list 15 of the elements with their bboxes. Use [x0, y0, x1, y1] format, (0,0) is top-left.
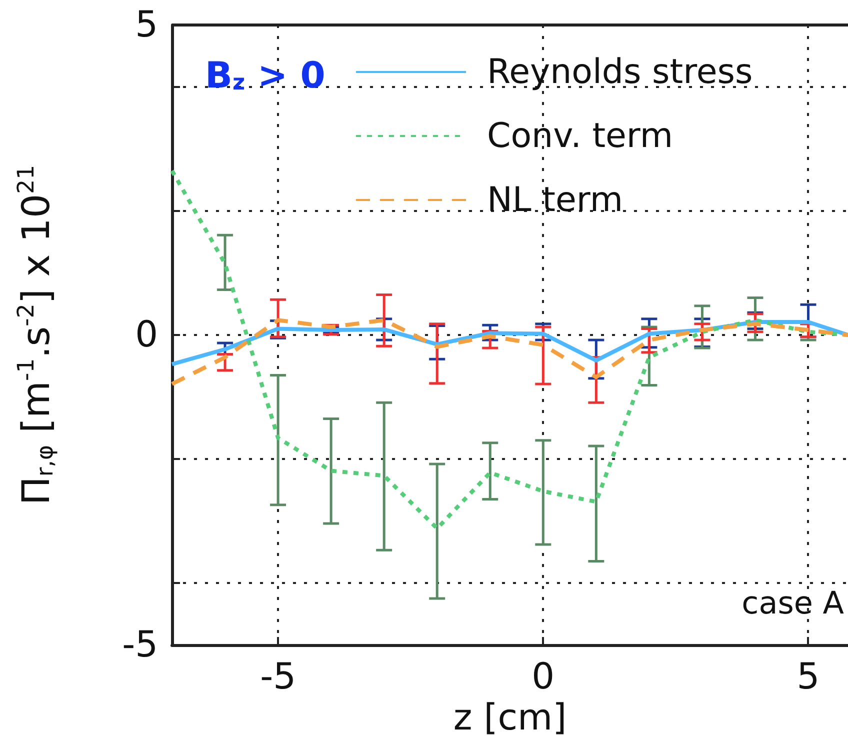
legend-label: Conv. term — [487, 116, 673, 156]
x-tick-label: 0 — [532, 656, 555, 698]
legend-label: NL term — [487, 180, 623, 220]
line-series — [170, 318, 848, 386]
y-tick-label: 5 — [135, 4, 158, 46]
y-axis-title: Πr,φ [m-1.s-2] x 1021 — [14, 164, 58, 506]
annotation: case A — [742, 586, 844, 622]
y-tick-label: -5 — [122, 624, 158, 666]
line-series — [170, 168, 848, 530]
legend-label: Reynolds stress — [487, 52, 753, 92]
x-tick-label: -5 — [260, 656, 296, 698]
y-tick-label: 0 — [135, 314, 158, 356]
x-tick-label: 5 — [796, 656, 820, 698]
x-axis-title: z [cm] — [453, 697, 567, 738]
annotation: Bz > 0 — [205, 56, 326, 96]
